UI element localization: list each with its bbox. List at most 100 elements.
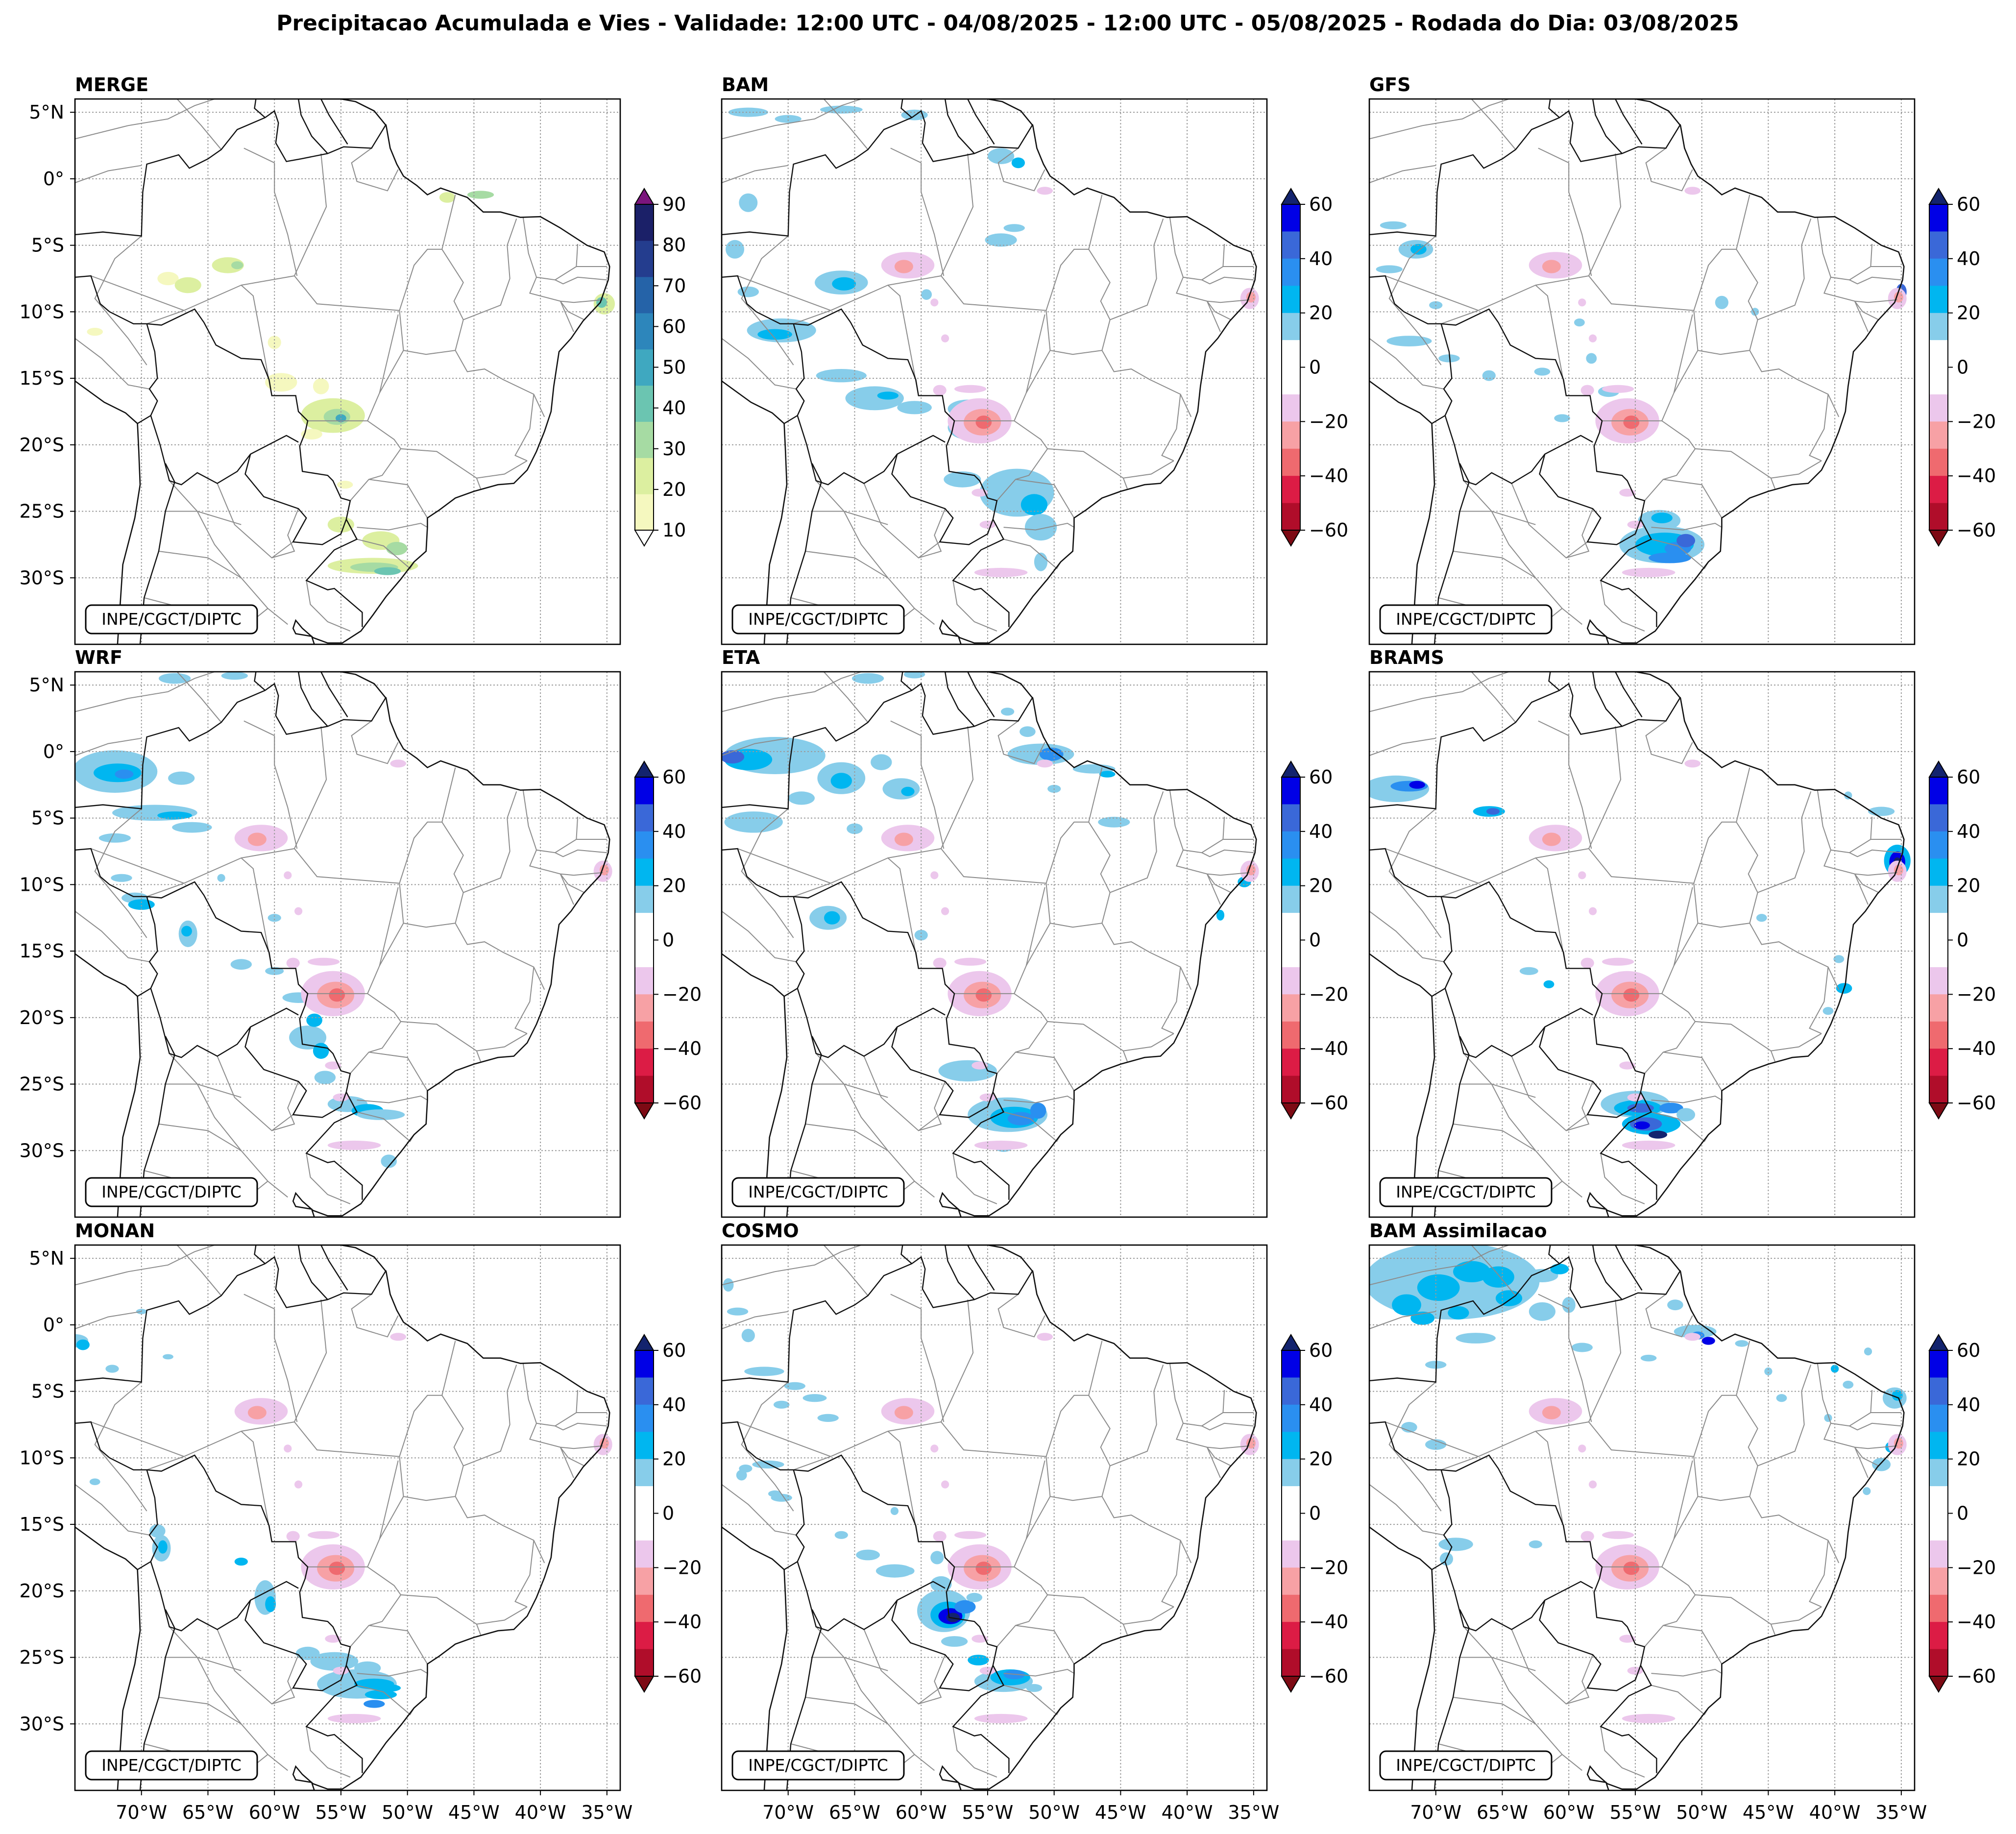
state-border [830,1430,913,1506]
state-border [463,1364,517,1467]
panel-title: ETA [722,647,760,668]
panel-eta: ETA INPE/CGCT/DIPTC 60 40 20 0 −20 −40 −60 [721,647,1348,1218]
colorbar-segment [1282,1350,1300,1378]
field-contour-32 [1864,1347,1872,1356]
state-border [94,1381,147,1512]
state-border [1369,1484,1444,1536]
state-border [722,1311,788,1329]
state-border [1201,849,1254,857]
state-border [1441,310,1479,324]
colorbar-segment [635,1432,654,1460]
colorbar-segment [1929,448,1948,476]
state-border [441,249,464,351]
colorbar-tick-label: 20 [1309,1448,1333,1470]
lon-tick-label: 60°W [1543,1802,1595,1823]
state-border [1003,1095,1074,1103]
colorbar-segment [1929,1350,1948,1378]
colorbar-segment [635,1567,654,1595]
state-border [1110,1364,1164,1467]
field-contour-26 [737,286,759,297]
state-border [722,1245,863,1286]
colorbar-tick-label: −60 [1309,1665,1348,1687]
colorbar-segment [635,777,654,805]
state-border [1207,300,1232,320]
state-border [1566,1081,1594,1131]
state-border [1088,249,1111,351]
colorbar-segment [1282,1540,1300,1568]
panel-bam: BAM INPE/CGCT/DIPTC 60 40 20 0 −20 −40 −60 [721,74,1348,645]
state-border [1645,147,1693,192]
field-contour-2 [1409,781,1425,789]
colorbar-segment [1282,421,1300,449]
field-contour-31 [1843,1380,1854,1389]
field-contour-16 [901,1567,915,1575]
colorbar-tick-label: 20 [1957,302,1980,324]
country-border [297,672,328,727]
state-border [293,726,327,849]
colorbar-segment [1282,1021,1300,1049]
colorbar-tick-label: 20 [662,479,686,500]
state-border [1736,1395,1758,1497]
state-border [1045,1341,1103,1457]
colorbar-segment [1929,1567,1948,1595]
state-border [1651,1095,1722,1103]
colorbar-segment [635,204,654,241]
state-border [176,672,222,723]
lat-tick-label: 10°S [20,1447,64,1468]
state-border [890,720,922,736]
colorbar-segment [635,1649,654,1677]
state-border [560,1446,585,1467]
colorbar-segment [1929,476,1948,504]
state-border [1369,338,1444,390]
country-border [1548,99,1560,118]
panel-title: COSMO [722,1220,799,1242]
field-contour-19 [364,1700,385,1708]
country-border [75,275,363,627]
state-border [75,99,217,140]
state-border [399,767,456,883]
state-border [1101,350,1192,417]
colorbar-segment [635,1404,654,1432]
state-border [1566,1654,1594,1705]
state-border [741,808,794,938]
state-border [996,1021,1048,1074]
state-border [1441,882,1479,897]
state-border [1206,301,1221,332]
field-contour-32 [933,385,947,396]
state-border [793,310,831,324]
field-contour-37 [933,957,947,969]
state-borders [722,672,1254,1204]
field-contour-7 [897,401,932,415]
state-border [722,99,863,140]
colorbar-tick-label: 0 [1957,357,1968,378]
state-border [722,910,797,962]
state-border [1003,1668,1074,1677]
map-background [722,99,1267,644]
colorbar-segment [1282,231,1300,259]
lon-tick-label: 70°W [116,1802,167,1823]
state-border [1161,394,1181,462]
state-border [1588,153,1622,276]
field-contour-19 [439,192,456,203]
credit-box [731,604,905,635]
map-area [75,1245,620,1790]
state-border [997,1294,1045,1338]
colorbar-extend-high [634,1334,655,1351]
country-border [137,988,151,997]
lat-tick-label: 10°S [20,301,64,322]
country-border [146,896,299,1058]
state-borders [75,1245,607,1778]
colorbar-bias: 60 40 20 0 −20 −40 −60 [634,760,702,1120]
state-border [1122,1051,1128,1062]
state-border [952,1153,997,1204]
field-contour-25 [968,1655,989,1665]
state-border [815,1626,935,1771]
field-contour-2 [115,769,134,779]
colorbar-tick-label: 60 [662,316,686,337]
state-border [357,1668,428,1677]
map-area [75,672,620,1217]
field-contour-6 [877,391,899,400]
colorbar-tick-label: 60 [662,766,686,788]
country-borders [75,1245,387,1790]
